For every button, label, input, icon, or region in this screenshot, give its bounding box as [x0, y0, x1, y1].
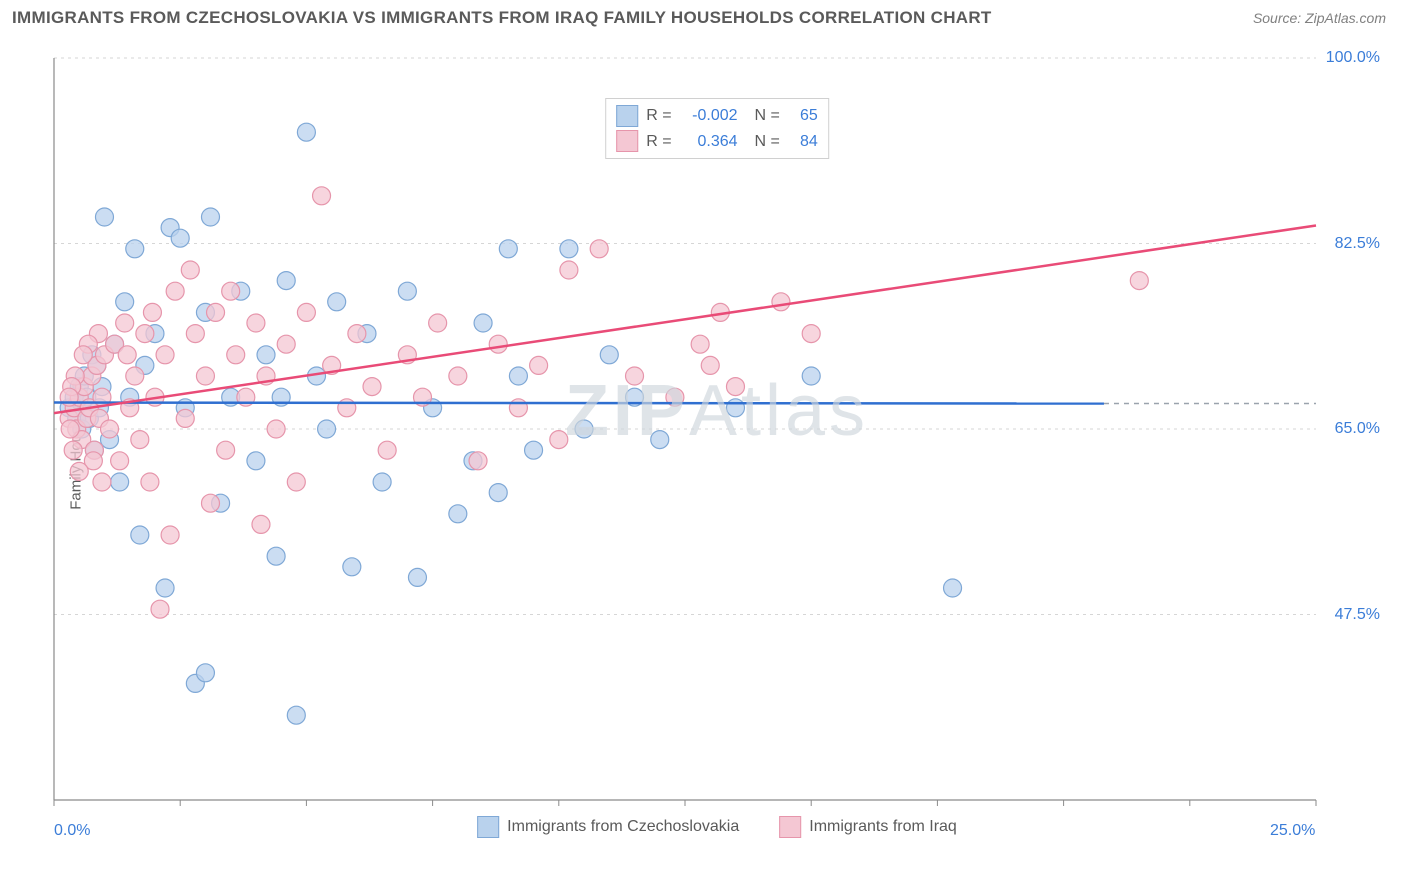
y-tick-label: 47.5%: [1335, 606, 1380, 624]
legend-item: Immigrants from Iraq: [779, 816, 957, 838]
legend-label: Immigrants from Czechoslovakia: [507, 818, 739, 836]
legend-swatch-blue: [477, 816, 499, 838]
y-tick-label: 65.0%: [1335, 420, 1380, 438]
legend-n-label: N =: [746, 129, 780, 155]
legend-r-label: R =: [646, 103, 671, 129]
legend-n-value: 65: [788, 103, 818, 129]
y-tick-label: 100.0%: [1326, 49, 1380, 67]
series-legend: Immigrants from Czechoslovakia Immigrant…: [477, 816, 957, 838]
x-tick-label: 25.0%: [1270, 822, 1315, 840]
legend-r-value: -0.002: [680, 103, 738, 129]
legend-swatch-blue: [616, 105, 638, 127]
legend-label: Immigrants from Iraq: [809, 818, 957, 836]
legend-row: R = 0.364 N = 84: [616, 129, 818, 155]
source-label: Source: ZipAtlas.com: [1253, 10, 1386, 26]
legend-n-label: N =: [746, 103, 780, 129]
legend-n-value: 84: [788, 129, 818, 155]
legend-r-label: R =: [646, 129, 671, 155]
legend-item: Immigrants from Czechoslovakia: [477, 816, 739, 838]
legend-row: R = -0.002 N = 65: [616, 103, 818, 129]
scatter-plot: [48, 48, 1386, 838]
x-tick-label: 0.0%: [54, 822, 90, 840]
chart-title: IMMIGRANTS FROM CZECHOSLOVAKIA VS IMMIGR…: [12, 8, 992, 28]
correlation-legend: R = -0.002 N = 65 R = 0.364 N = 84: [605, 98, 829, 159]
legend-swatch-pink: [779, 816, 801, 838]
legend-r-value: 0.364: [680, 129, 738, 155]
y-tick-label: 82.5%: [1335, 235, 1380, 253]
chart-frame: R = -0.002 N = 65 R = 0.364 N = 84 ZIPAt…: [48, 48, 1386, 838]
legend-swatch-pink: [616, 130, 638, 152]
